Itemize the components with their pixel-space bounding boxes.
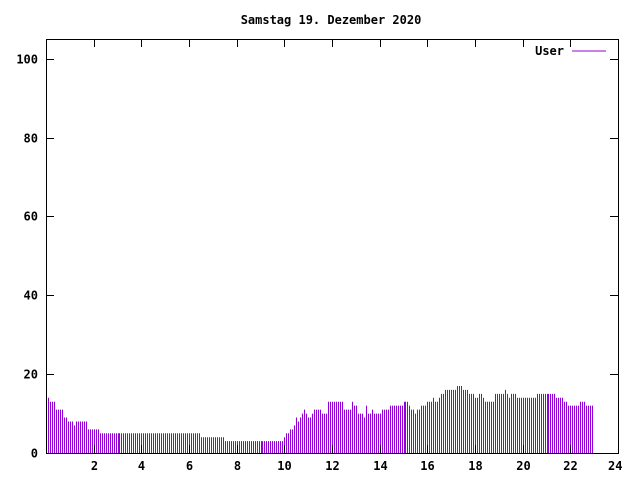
y-tick-label: 20 xyxy=(24,368,38,382)
x-tick-label: 6 xyxy=(186,459,193,473)
y-tick-label: 100 xyxy=(16,53,38,67)
x-tick-label: 18 xyxy=(468,459,482,473)
legend: User xyxy=(535,44,606,58)
plot-frame xyxy=(46,39,619,454)
y-tick-label: 80 xyxy=(24,132,38,146)
x-tick-label: 24 xyxy=(608,459,622,473)
x-tick-label: 16 xyxy=(420,459,434,473)
y-tick-label: 40 xyxy=(24,289,38,303)
legend-entry-user: User xyxy=(535,44,564,58)
x-tick-label: 20 xyxy=(516,459,530,473)
x-tick-label: 14 xyxy=(373,459,387,473)
y-tick-label: 60 xyxy=(24,210,38,224)
chart-title: Samstag 19. Dezember 2020 xyxy=(241,13,422,27)
x-tick-label: 8 xyxy=(234,459,241,473)
x-tick-label: 2 xyxy=(91,459,98,473)
x-tick-label: 10 xyxy=(277,459,291,473)
y-tick-label: 0 xyxy=(31,447,38,461)
x-tick-label: 12 xyxy=(325,459,339,473)
bar-series-user xyxy=(46,385,593,453)
x-tick-label: 22 xyxy=(563,459,577,473)
x-tick-label: 4 xyxy=(138,459,145,473)
